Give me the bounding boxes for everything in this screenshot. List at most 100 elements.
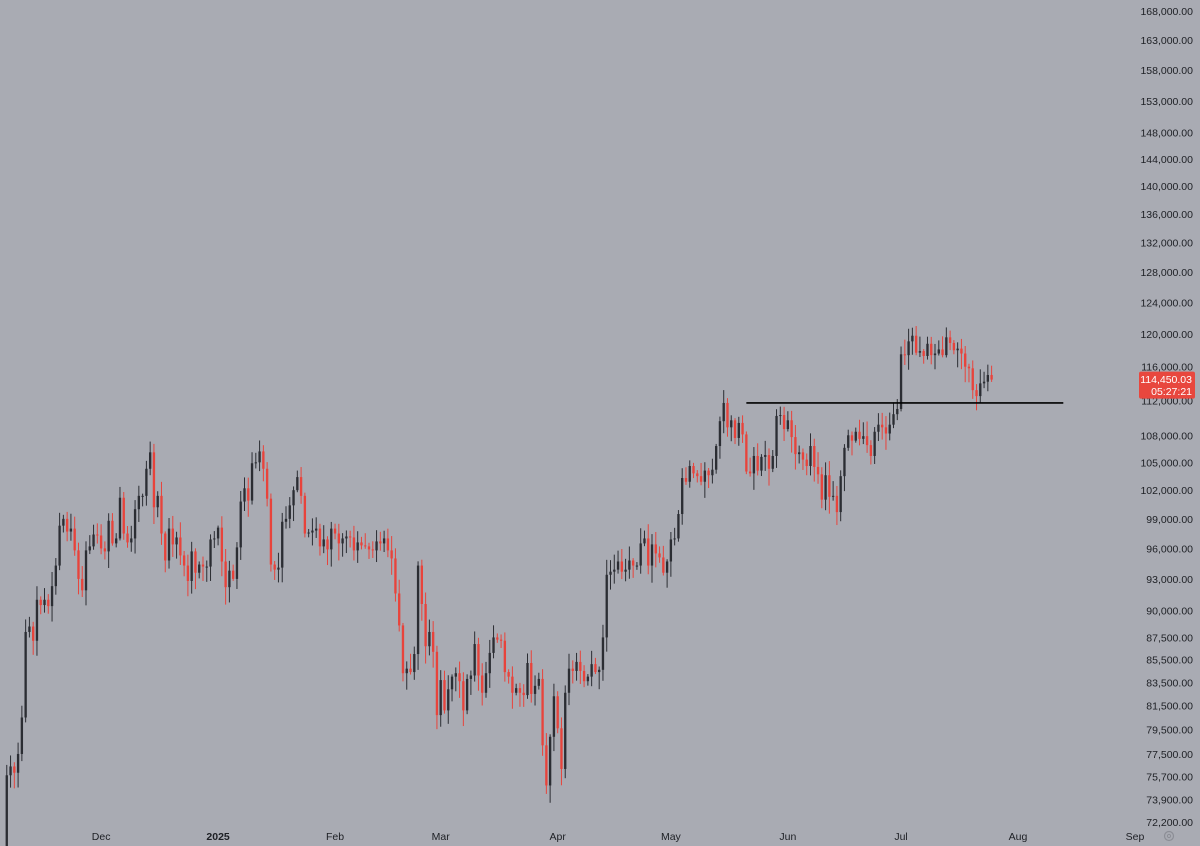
candle [711, 458, 714, 484]
candle-body [858, 431, 861, 439]
candle-body [171, 528, 174, 545]
candle-body [190, 551, 193, 581]
candle-body [820, 474, 823, 500]
candle-body [375, 541, 378, 551]
candle-body [167, 528, 171, 561]
candle [699, 462, 703, 486]
candle [239, 490, 242, 560]
candle [247, 477, 250, 517]
candle [956, 342, 959, 368]
price-axis[interactable]: 168,000.00 163,000.00 158,000.00 153,000.00… [1140, 6, 1193, 829]
candle [564, 685, 567, 779]
candle-body [401, 625, 405, 674]
x-tick-label: Jul [894, 831, 907, 843]
candle-body [594, 664, 597, 673]
candle [50, 571, 54, 622]
candle [794, 425, 797, 470]
candle [635, 562, 639, 570]
candle-body [43, 599, 46, 606]
candle-body [609, 571, 612, 575]
candle [69, 513, 73, 541]
candle-body [888, 424, 891, 434]
candle-body [862, 436, 865, 439]
candle [424, 592, 427, 664]
candle [213, 531, 216, 549]
candle [654, 531, 657, 568]
candle-body [801, 452, 805, 460]
candle [250, 452, 254, 505]
candle-body [209, 539, 212, 567]
candle [854, 427, 857, 443]
candle [616, 550, 620, 574]
candle [481, 663, 484, 706]
candle [579, 650, 582, 684]
candle-body [533, 685, 537, 694]
candle-body [496, 637, 499, 640]
candle-body [250, 463, 254, 501]
candle-body [990, 374, 993, 380]
candle [545, 733, 548, 794]
candle-body [722, 402, 725, 422]
candle-body [239, 501, 242, 548]
candle-body [522, 692, 525, 696]
candle [439, 670, 442, 727]
candle-body [654, 544, 657, 554]
last-price-badge: 114,450.03 05:27:21 [1139, 371, 1195, 399]
candle [560, 717, 563, 786]
candle [620, 548, 623, 580]
x-tick-label: Sep [1126, 831, 1145, 843]
candle-body [511, 676, 514, 693]
candle [401, 622, 405, 682]
candle-body [937, 349, 940, 354]
candle [816, 452, 820, 484]
candle [107, 513, 110, 568]
candle [431, 621, 435, 668]
candle-body [341, 538, 344, 544]
candle-body [586, 676, 590, 682]
candle [541, 669, 544, 756]
y-tick-label: 72,200.00 [1146, 817, 1193, 829]
candle-body [892, 414, 895, 425]
candle [499, 634, 503, 648]
candle-body [752, 455, 756, 474]
candle-body [952, 342, 956, 351]
y-tick-label: 77,500.00 [1146, 749, 1193, 761]
candle [265, 462, 269, 507]
candle [435, 645, 439, 730]
candle [341, 533, 344, 557]
candle [888, 412, 891, 441]
candle [662, 545, 665, 576]
candle [937, 340, 940, 356]
gear-icon[interactable] [1163, 830, 1175, 842]
candle-body [443, 680, 446, 711]
candle [182, 550, 186, 577]
candle-body [186, 565, 190, 581]
candle [273, 561, 276, 580]
candle-body [613, 569, 616, 572]
candle-body [84, 550, 88, 591]
candle-body [137, 495, 141, 510]
candle [511, 666, 514, 709]
candle-body [582, 670, 586, 682]
candle-body [364, 545, 367, 547]
candle [820, 467, 823, 509]
time-axis[interactable]: Dec 2025 Feb Mar Apr May Jun Jul Aug Sep [92, 831, 1145, 843]
candle-body [379, 541, 382, 544]
candle [884, 416, 888, 450]
candle-body [881, 424, 884, 428]
candle [858, 419, 861, 446]
candle [145, 460, 148, 506]
candle [156, 491, 159, 518]
candle [590, 650, 593, 687]
candle-body [979, 383, 982, 397]
candle-body [296, 477, 299, 491]
candle [171, 515, 174, 557]
candle-body [741, 422, 744, 435]
candle [748, 457, 752, 477]
candle [269, 493, 273, 572]
candle-body [435, 651, 439, 716]
candle [409, 653, 412, 675]
candle [299, 467, 303, 504]
